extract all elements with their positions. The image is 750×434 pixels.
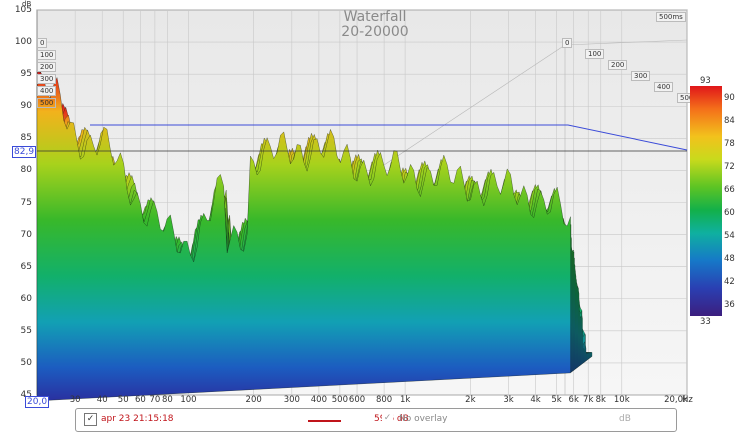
time-tick-left: 100 [37,50,57,60]
y-tick-label: 65 [20,261,32,272]
x-tick-label: 800 [375,395,393,405]
chart-title: Waterfall [343,9,407,25]
window-length-label: 500ms [656,12,686,22]
y-tick-label: 50 [20,357,32,368]
x-tick-label: 600 [348,395,366,405]
y-axis-unit: dB [22,0,32,8]
x-tick-label: 3k [503,395,514,405]
y-tick-label: 75 [20,197,32,208]
y-tick-label: 105 [14,5,32,15]
color-scale-tick: 54 [724,230,735,241]
x-tick-label: 70 [149,395,161,405]
chart-subtitle: 20-20000 [341,24,409,40]
y-tick-label: 80 [20,165,32,176]
time-tick-right: 0 [562,38,573,48]
x-tick-label: 200 [245,395,262,405]
y-tick-label: 90 [20,101,32,112]
x-tick-label: 20,0k [664,395,688,405]
color-scale-tick: 72 [724,161,735,172]
x-tick-label: 400 [310,395,327,405]
y-tick-label: 100 [14,37,32,48]
color-scale-tick: 42 [724,276,735,287]
x-tick-label: 7k [583,395,594,405]
y-cursor-readout[interactable]: 82,9 [12,146,37,158]
x-tick-label: 4k [530,395,541,405]
overlay-checkbox[interactable]: ✓ [382,413,393,424]
y-tick-label: 45 [20,390,32,400]
x-cursor-readout[interactable]: 20,0 [25,396,50,408]
time-tick-left: 300 [37,74,57,84]
x-tick-label: 10k [613,395,630,405]
x-tick-label: 500 [331,395,348,405]
time-tick-right: 200 [608,60,628,70]
time-tick-right: 400 [654,82,674,92]
y-tick-label: 55 [20,325,32,336]
waterfall-surface [36,71,593,402]
x-tick-label: 60 [134,395,146,405]
measurement-checkbox[interactable]: ✓ [84,413,97,426]
y-tick-label: 70 [20,229,32,240]
x-tick-label: 50 [117,395,129,405]
x-tick-label: 8k [595,395,606,405]
x-tick-label: 100 [180,395,197,405]
color-scale-tick: 48 [724,253,735,264]
color-scale-tick: 90 [724,92,735,103]
time-tick-left: 0 [37,38,48,48]
reference-trace [90,124,688,151]
overlay-unit: dB [619,414,631,424]
measurement-color-swatch [308,420,341,422]
measurement-label[interactable]: apr 23 21:15:18 [101,414,174,424]
color-scale-tick: 84 [724,115,735,126]
color-scale-tick: 78 [724,138,735,149]
y-tick-label: 85 [20,133,32,144]
color-scale-tick: 36 [724,299,735,310]
x-tick-label: 40 [96,395,108,405]
color-scale-tick: 60 [724,207,735,218]
x-tick-label: 2k [465,395,476,405]
x-tick-label: 1k [399,395,411,405]
overlay-label[interactable]: No overlay [399,414,448,424]
color-scale-min: 33 [700,317,711,327]
time-tick-right: 100 [585,49,605,59]
x-tick-label: 300 [283,395,300,405]
legend-bar: ✓ apr 23 21:15:18 59,6 dB ✓ No overlay d… [75,408,677,432]
x-tick-label: 5k [551,395,562,405]
time-tick-left: 200 [37,62,57,72]
y-tick-label: 60 [20,293,32,304]
color-scale-max: 93 [700,76,711,86]
x-tick-label: 30 [69,395,81,405]
time-tick-left: 400 [37,86,57,96]
color-scale-bar [690,86,722,316]
x-axis-unit: Hz [682,395,693,405]
x-tick-label: 80 [162,395,173,405]
time-tick-left: 500 [37,98,57,108]
time-tick-right: 300 [631,71,651,81]
x-tick-label: 6k [568,395,579,405]
y-tick-label: 95 [20,69,32,80]
waterfall-slice [36,71,571,402]
color-scale-tick: 66 [724,184,735,195]
